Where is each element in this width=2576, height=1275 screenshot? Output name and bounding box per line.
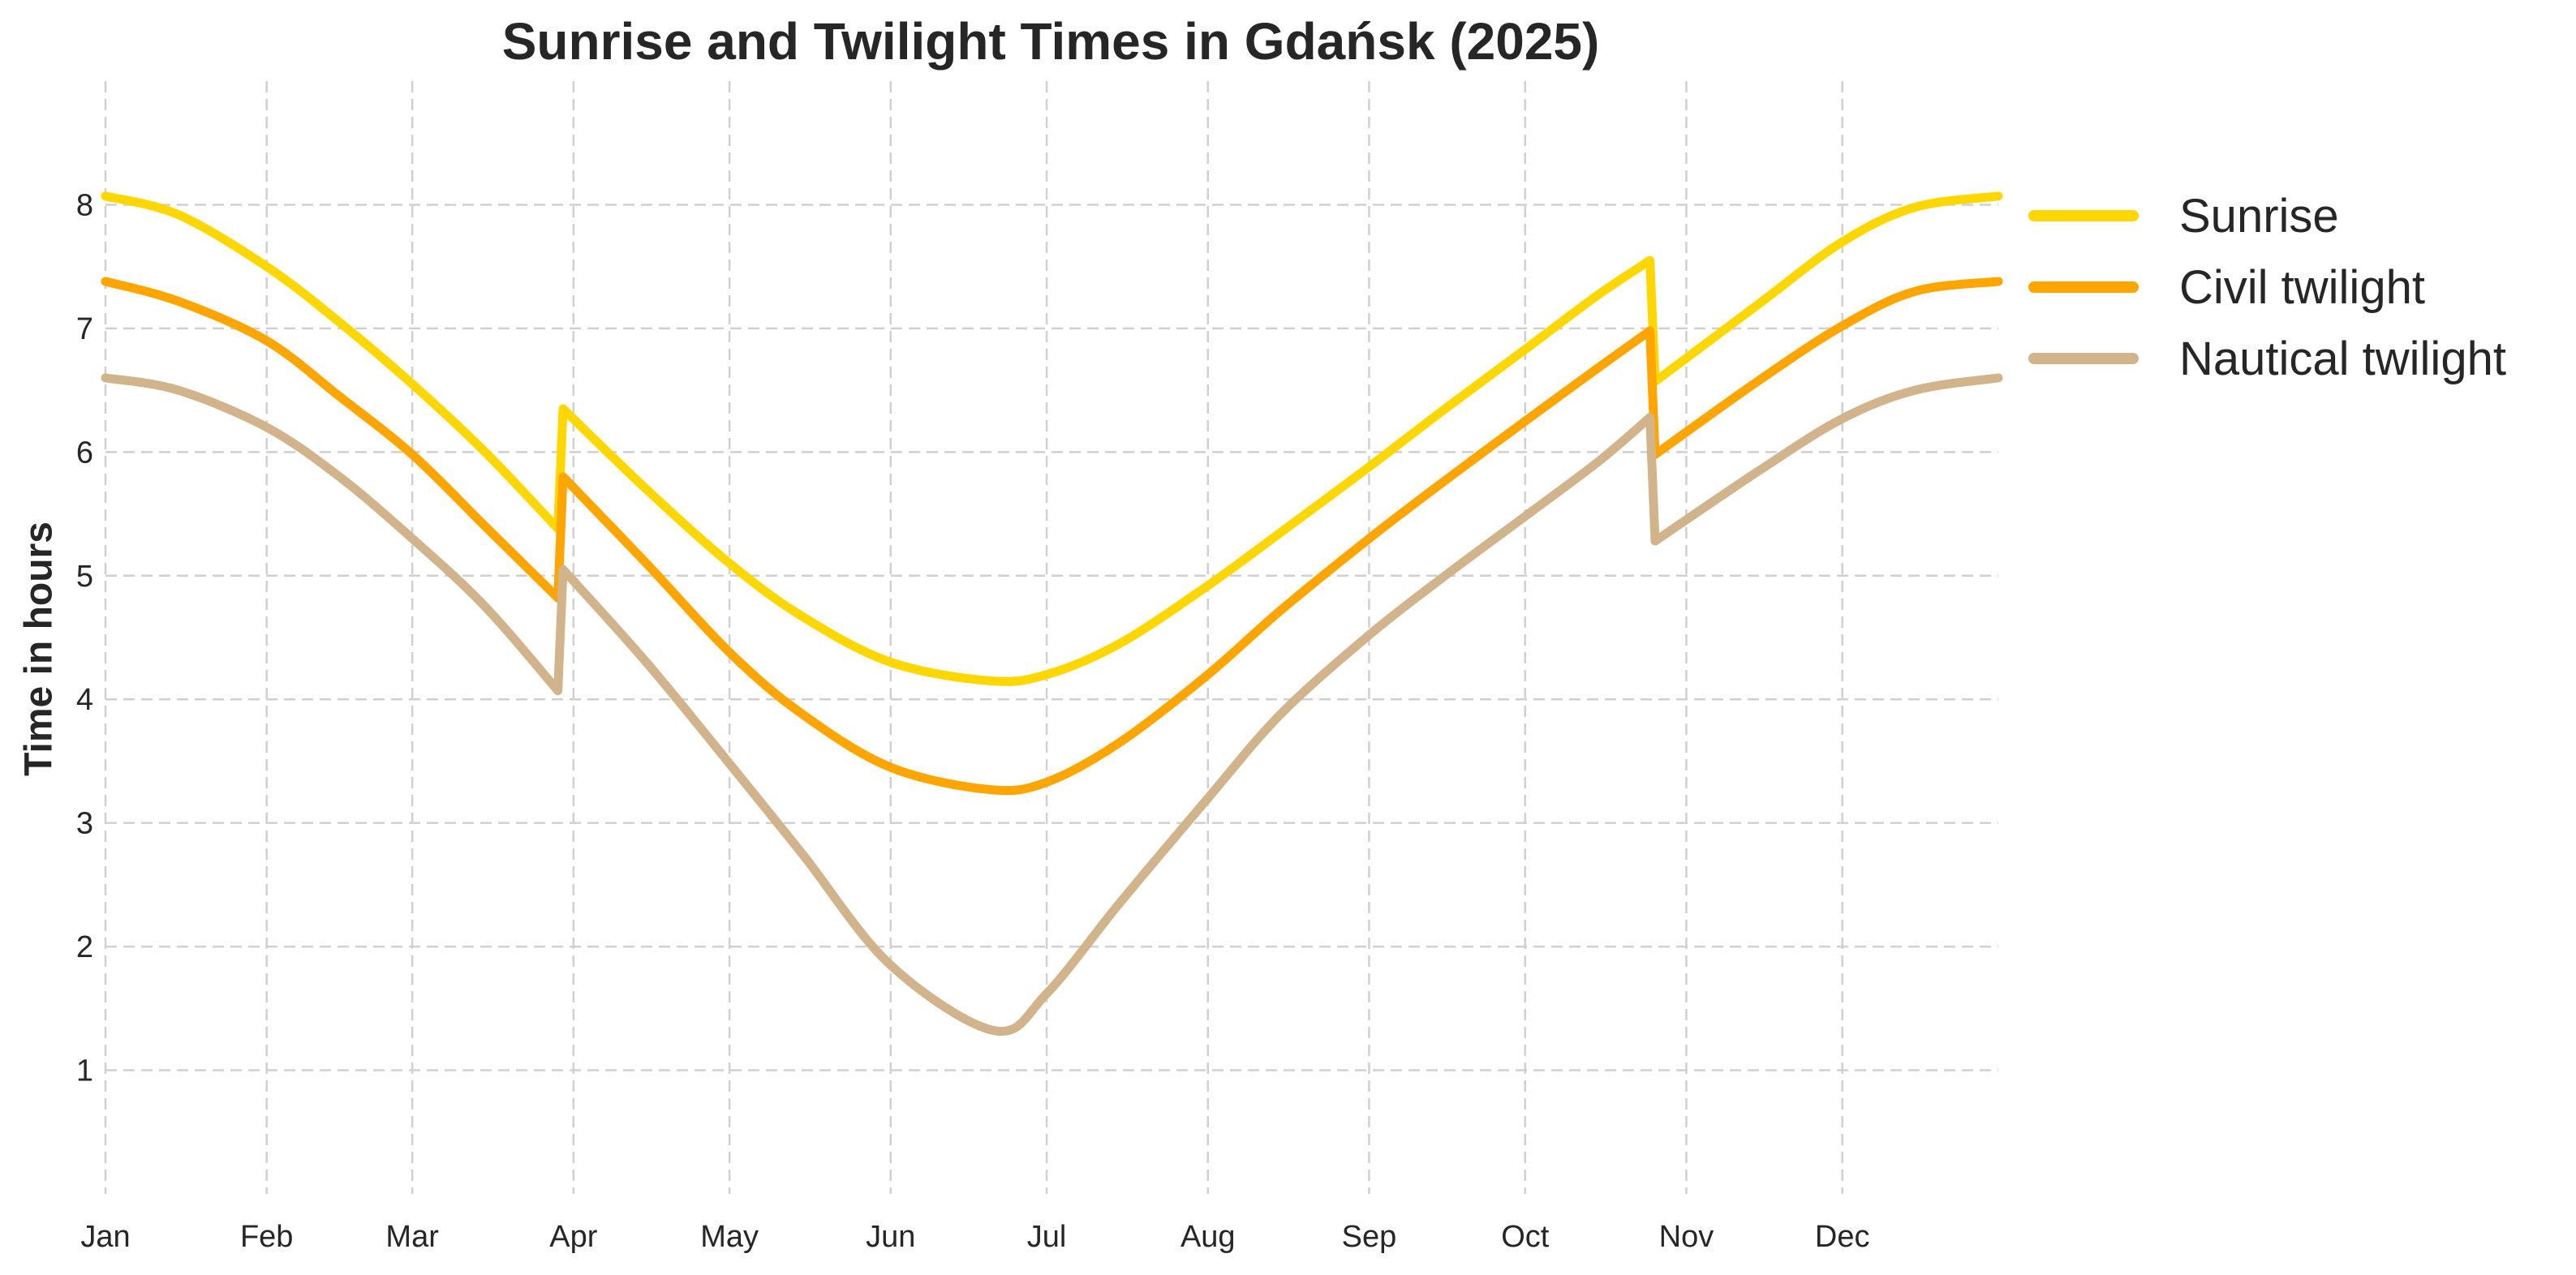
x-axis-ticks: Jan Feb Mar Apr May Jun Jul Aug Sep Oct Nov Dec (80, 1220, 1869, 1254)
x-tick-label: Feb (240, 1220, 293, 1254)
x-tick-label: Jun (866, 1220, 915, 1254)
legend-item: Sunrise (2028, 180, 2506, 251)
x-tick-label: Nov (1659, 1220, 1714, 1254)
legend-label: Civil twilight (2179, 260, 2425, 314)
y-tick-label: 4 (76, 683, 93, 717)
x-tick-label: Jan (80, 1220, 130, 1254)
legend-swatch (2028, 353, 2139, 364)
y-tick-label: 8 (76, 188, 93, 222)
legend-item: Nautical twilight (2028, 323, 2506, 394)
y-axis-ticks: 1 2 3 4 5 6 7 8 (76, 188, 93, 1088)
y-tick-label: 2 (76, 930, 93, 964)
y-tick-label: 1 (76, 1054, 93, 1088)
x-tick-label: Sep (1342, 1220, 1397, 1254)
chart-legend: Sunrise Civil twilight Nautical twilight (2028, 180, 2506, 394)
grid-lines (104, 81, 1998, 1194)
legend-swatch (2028, 210, 2139, 221)
y-tick-label: 5 (76, 560, 93, 594)
series-line-civil-twilight (101, 277, 2003, 796)
x-tick-label: May (700, 1220, 759, 1254)
y-tick-label: 3 (76, 807, 93, 841)
x-tick-label: Oct (1501, 1220, 1550, 1254)
series-line-sunrise (101, 191, 2003, 686)
y-tick-label: 7 (76, 312, 93, 346)
x-tick-label: Jul (1027, 1220, 1067, 1254)
series-line-nautical-twilight (101, 373, 2003, 1037)
series-lines (101, 191, 2003, 1037)
legend-label: Nautical twilight (2179, 332, 2506, 385)
x-tick-label: Dec (1815, 1220, 1870, 1254)
x-tick-label: Aug (1180, 1220, 1236, 1254)
legend-swatch (2028, 281, 2139, 293)
x-tick-label: Apr (549, 1220, 597, 1254)
legend-label: Sunrise (2179, 189, 2339, 243)
legend-item: Civil twilight (2028, 251, 2506, 323)
chart-title: Sunrise and Twilight Times in Gdańsk (20… (501, 12, 1600, 71)
x-tick-label: Mar (385, 1220, 439, 1254)
y-tick-label: 6 (76, 436, 93, 470)
